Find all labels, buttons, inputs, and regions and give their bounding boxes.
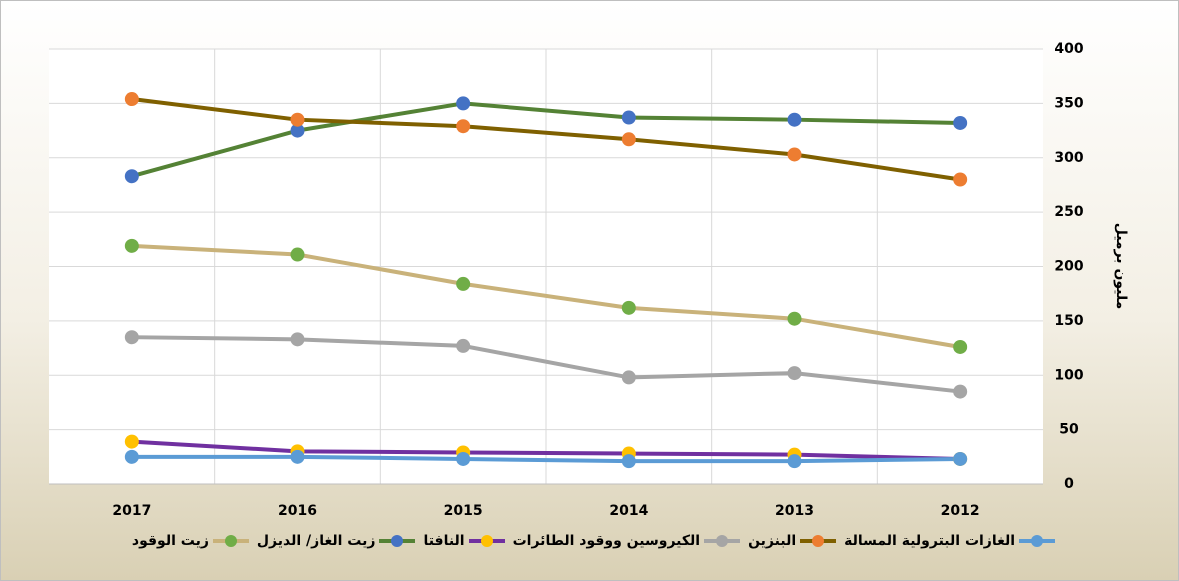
y-tick-label: 250 <box>1054 204 1083 220</box>
data-point <box>290 449 305 464</box>
legend-item: الكيروسين ووقود الطائرات <box>513 529 742 553</box>
data-point <box>456 276 471 291</box>
x-tick-label: 2014 <box>609 503 648 519</box>
y-tick-label: 150 <box>1054 313 1083 329</box>
data-point <box>124 92 139 107</box>
x-tick-label: 2015 <box>444 503 483 519</box>
data-point <box>953 451 968 466</box>
legend-item: النافتا <box>423 529 506 553</box>
data-point <box>124 434 139 449</box>
y-tick-label: 100 <box>1054 367 1083 383</box>
data-point <box>787 147 802 162</box>
legend-marker <box>812 535 825 547</box>
legend-marker <box>391 535 404 547</box>
x-tick-label: 2012 <box>941 503 980 519</box>
series-line <box>131 439 961 461</box>
data-point <box>621 370 636 385</box>
y-axis-title: مليون برميل <box>1113 223 1129 310</box>
data-point <box>787 311 802 326</box>
data-point <box>124 330 139 345</box>
legend-item: زيت الغاز/ الديزل <box>257 529 418 553</box>
data-point <box>124 169 139 184</box>
y-tick-label: 400 <box>1054 41 1083 57</box>
series-line <box>131 243 961 349</box>
legend-marker <box>480 535 493 547</box>
series-line <box>131 101 961 179</box>
legend-label: زيت الغاز/ الديزل <box>256 533 376 549</box>
data-point <box>290 112 305 127</box>
legend-marker <box>716 535 729 547</box>
series-line <box>131 335 961 394</box>
data-point <box>953 339 968 354</box>
legend-swatch <box>1019 535 1056 547</box>
legend-marker <box>224 535 237 547</box>
data-point <box>621 132 636 147</box>
legend: زيت الوقود زيت الغاز/ الديزل النافتا الكيرو… <box>41 529 1148 553</box>
legend-swatch <box>379 535 416 547</box>
legend-swatch <box>212 535 249 547</box>
legend-swatch <box>704 535 741 547</box>
series-line <box>131 97 961 182</box>
data-point <box>621 300 636 315</box>
y-tick-label: 300 <box>1054 150 1083 166</box>
data-point <box>456 119 471 134</box>
data-point <box>787 112 802 127</box>
y-tick-label: 50 <box>1059 422 1079 438</box>
data-point <box>456 96 471 111</box>
y-tick-label: 350 <box>1054 95 1083 111</box>
data-point <box>621 110 636 125</box>
legend-item: الغازات البترولية المسالة <box>844 529 1057 553</box>
legend-label: الغازات البترولية المسالة <box>844 533 1016 549</box>
legend-item: البنزين <box>748 529 838 553</box>
data-point <box>787 366 802 381</box>
legend-swatch <box>800 535 837 547</box>
data-point <box>456 451 471 466</box>
legend-item: زيت الوقود <box>132 529 251 553</box>
data-point <box>953 172 968 187</box>
data-point <box>953 384 968 399</box>
y-tick-label: 0 <box>1064 476 1074 492</box>
legend-label: النافتا <box>423 533 465 549</box>
data-point <box>290 123 305 138</box>
data-point <box>621 454 636 469</box>
series-line <box>131 454 961 464</box>
x-tick-label: 2013 <box>775 503 814 519</box>
data-point <box>953 115 968 130</box>
data-point <box>456 338 471 353</box>
data-point <box>124 238 139 253</box>
data-point <box>290 332 305 347</box>
legend-label: زيت الوقود <box>131 533 209 549</box>
x-tick-label: 2016 <box>278 503 317 519</box>
legend-label: الكيروسين ووقود الطائرات <box>512 533 701 549</box>
legend-swatch <box>468 535 505 547</box>
data-point <box>124 449 139 464</box>
data-point <box>290 247 305 262</box>
legend-marker <box>1031 535 1044 547</box>
x-tick-label: 2017 <box>112 503 151 519</box>
legend-label: البنزين <box>748 533 797 549</box>
y-tick-label: 200 <box>1054 259 1083 275</box>
data-point <box>787 454 802 469</box>
